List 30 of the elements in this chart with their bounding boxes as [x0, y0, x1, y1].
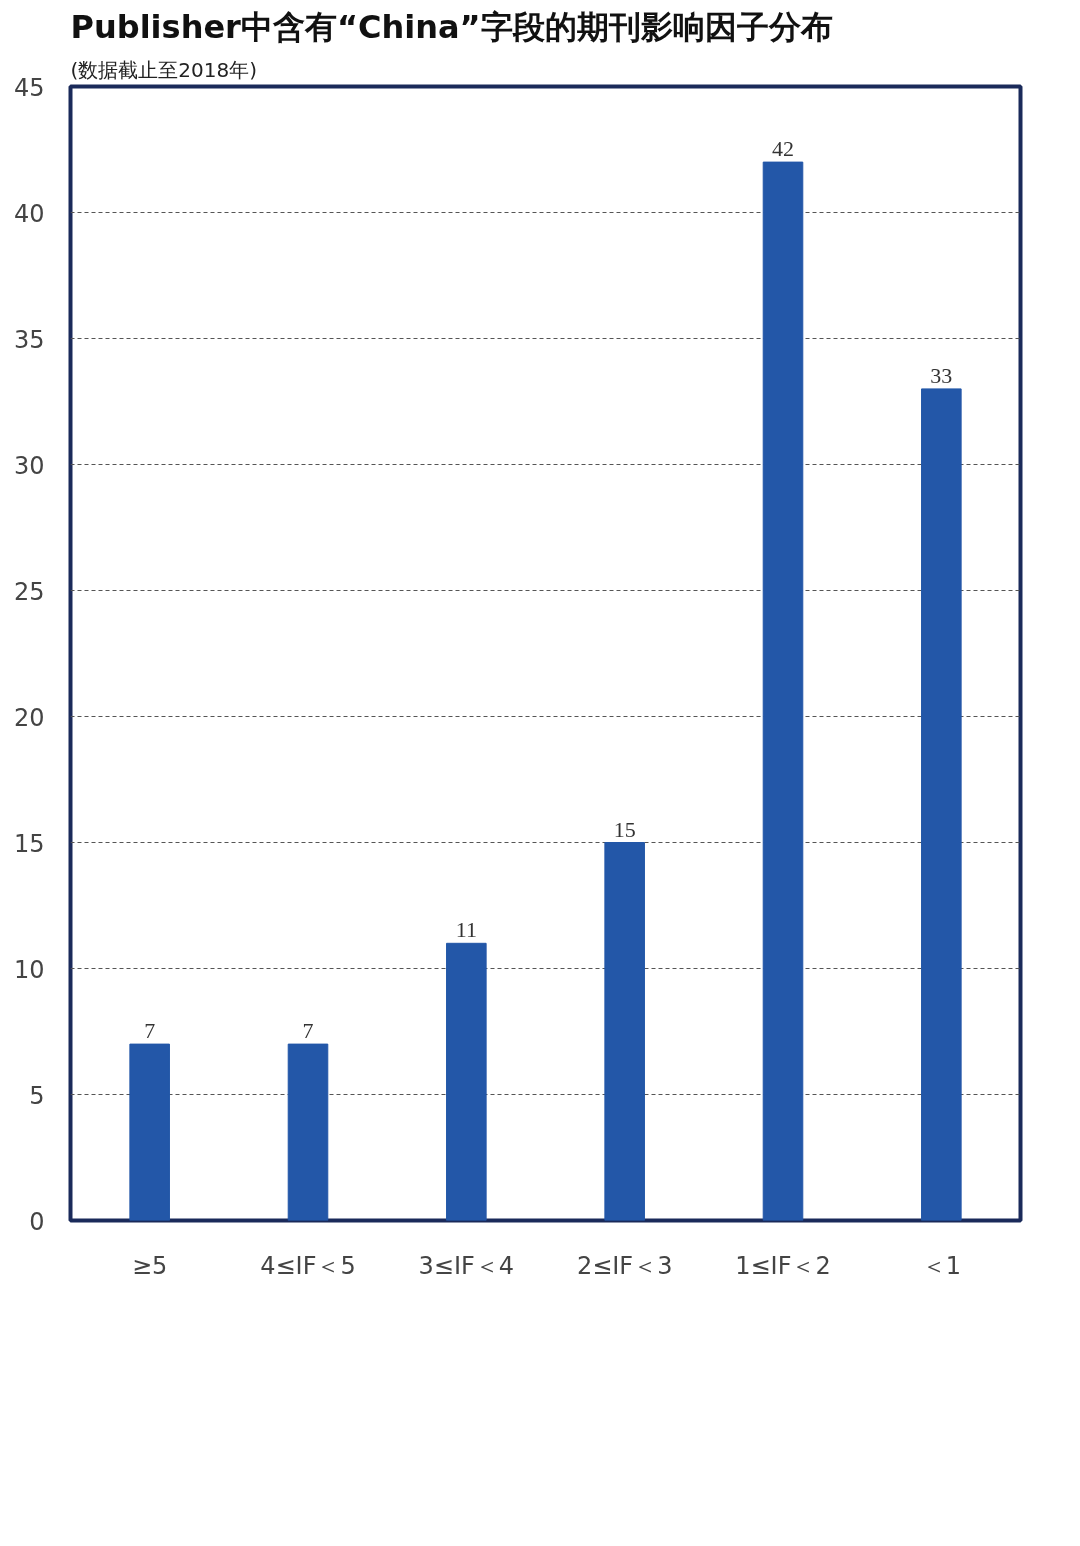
x-tick-label: 3≤IF＜4 [418, 1251, 515, 1280]
bar [446, 942, 487, 1221]
y-tick-label: 40 [13, 199, 45, 228]
bar [604, 842, 645, 1221]
data-label: 33 [930, 362, 953, 388]
x-tick-label: 4≤IF＜5 [260, 1251, 356, 1280]
y-tick-label: 5 [29, 1081, 45, 1110]
chart-subtitle: (数据截止至2018年) [70, 57, 258, 82]
y-tick-label: 0 [29, 1207, 45, 1236]
chart-title: Publisher中含有“China”字段的期刊影响因子分布 [70, 7, 833, 46]
x-tick-label: ＜1 [921, 1251, 961, 1280]
y-tick-label: 35 [13, 325, 45, 354]
y-tick-label: 25 [13, 577, 45, 606]
x-tick-label: 2≤IF＜3 [576, 1251, 673, 1280]
y-tick-label: 15 [13, 829, 45, 858]
y-tick-label: 45 [13, 73, 45, 102]
y-tick-label: 30 [13, 451, 45, 480]
data-label: 7 [144, 1018, 156, 1044]
data-label: 42 [772, 136, 794, 162]
bar [921, 388, 962, 1221]
bar [762, 161, 804, 1221]
data-label: 7 [302, 1018, 314, 1044]
x-tick-label: 1≤IF＜2 [735, 1251, 831, 1280]
y-tick-label: 10 [13, 955, 45, 984]
bar [287, 1043, 329, 1221]
data-label: 15 [613, 816, 636, 842]
bar [129, 1043, 170, 1221]
x-tick-label: ≥5 [131, 1251, 168, 1280]
data-label: 11 [455, 917, 477, 943]
y-tick-label: 20 [13, 703, 45, 732]
